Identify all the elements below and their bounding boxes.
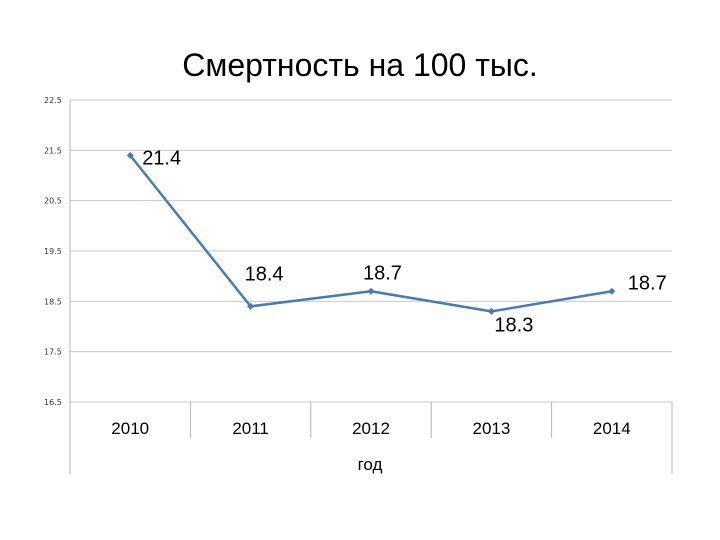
- x-tick-label: 2014: [593, 419, 631, 438]
- data-label: 18.4: [245, 263, 284, 285]
- y-tick-label: 22.5: [44, 96, 62, 105]
- y-axis-ticks: 16.5 17.5 18.5 19.5 20.5 21.5 22.5: [44, 96, 62, 407]
- y-tick-label: 17.5: [44, 348, 62, 357]
- x-tick-label: 2010: [111, 419, 149, 438]
- data-label: 18.3: [494, 314, 533, 336]
- data-label: 18.7: [628, 272, 667, 294]
- x-tick-label: 2012: [352, 419, 390, 438]
- gridlines: [70, 99, 672, 403]
- data-point: [367, 287, 375, 295]
- data-point: [487, 307, 495, 315]
- chart-title: Смертность на 100 тыс.: [182, 47, 538, 83]
- y-tick-label: 18.5: [44, 297, 62, 306]
- data-point: [608, 287, 616, 295]
- x-tick-label: 2013: [472, 419, 510, 438]
- axes: [69, 100, 673, 474]
- data-label: 18.7: [363, 262, 402, 284]
- y-tick-label: 20.5: [44, 197, 62, 206]
- y-tick-label: 19.5: [44, 247, 62, 256]
- x-tick-label: 2011: [232, 419, 269, 438]
- data-point: [247, 302, 255, 310]
- y-tick-label: 16.5: [44, 398, 62, 407]
- y-tick-label: 21.5: [44, 146, 62, 155]
- data-label: 21.4: [142, 147, 181, 169]
- data-point: [126, 151, 134, 159]
- data-labels: 21.4 18.4 18.7 18.3 18.7: [142, 147, 667, 336]
- x-axis-label: год: [358, 455, 383, 474]
- series: [126, 151, 616, 315]
- x-axis-ticks: 2010 2011 2012 2013 2014: [111, 419, 630, 438]
